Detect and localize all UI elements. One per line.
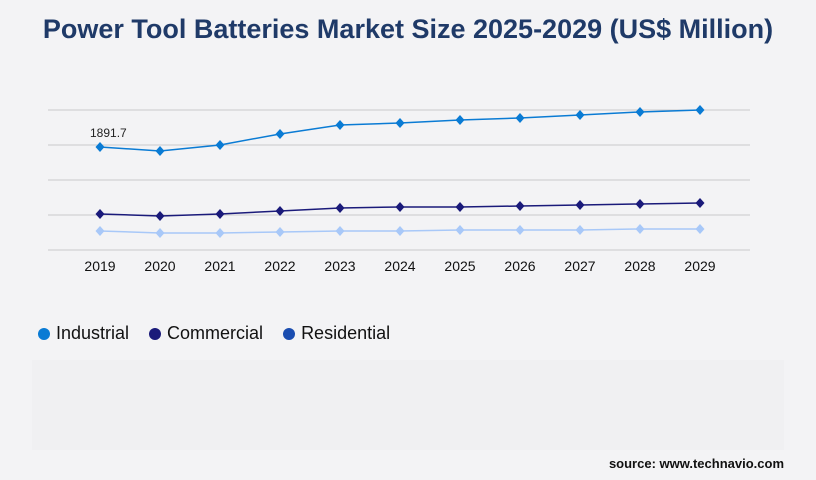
data-point	[395, 117, 405, 128]
data-point	[515, 112, 525, 123]
legend-item-residential: Residential	[283, 323, 390, 344]
data-point	[155, 145, 165, 156]
x-tick-label: 2021	[204, 258, 235, 274]
data-point	[335, 202, 345, 213]
data-point	[635, 106, 645, 117]
data-point	[95, 225, 105, 236]
data-point	[95, 141, 105, 152]
data-point	[635, 223, 645, 234]
background-panel	[32, 360, 784, 450]
data-point	[335, 119, 345, 130]
legend-label: Residential	[301, 323, 391, 343]
data-point	[515, 201, 525, 212]
data-label: 1891.7	[90, 126, 127, 140]
data-point	[575, 225, 585, 236]
data-point	[455, 201, 465, 212]
data-point	[395, 201, 405, 212]
x-tick-label: 2025	[444, 258, 475, 274]
data-point	[215, 228, 225, 239]
x-tick-label: 2022	[264, 258, 295, 274]
data-point	[695, 198, 705, 209]
data-point	[155, 210, 165, 221]
x-tick-label: 2023	[324, 258, 355, 274]
x-tick-label: 2027	[564, 258, 595, 274]
source-text: source: www.technavio.com	[608, 456, 784, 471]
legend-label: Commercial	[167, 323, 264, 343]
data-point	[275, 128, 285, 139]
x-tick-label: 2020	[144, 258, 175, 274]
data-point	[215, 139, 225, 150]
data-point	[695, 223, 705, 234]
legend-marker-icon	[283, 327, 296, 340]
legend-marker-icon	[149, 327, 162, 340]
x-tick-label: 2029	[684, 258, 715, 274]
chart-title: Power Tool Batteries Market Size 2025-20…	[42, 14, 774, 44]
legend-item-commercial: Commercial	[149, 323, 263, 344]
data-point	[575, 199, 585, 210]
data-point	[455, 114, 465, 125]
x-tick-label: 2024	[384, 258, 415, 274]
x-tick-label: 2019	[84, 258, 115, 274]
line-chart: 2019 2020 2021 2022 2023 2024 2025 2026 2027 2028…	[48, 104, 750, 274]
data-point	[215, 209, 225, 220]
data-point	[275, 226, 285, 237]
legend-label: Industrial	[56, 323, 130, 343]
legend-marker-icon	[38, 327, 50, 340]
x-tick-label: 2028	[624, 258, 655, 274]
data-point	[635, 198, 645, 209]
legend: Industrial Commercial Residential	[38, 323, 390, 344]
data-point	[335, 225, 345, 236]
data-point	[515, 225, 525, 236]
data-point	[95, 209, 105, 220]
data-point	[155, 228, 165, 239]
data-point	[575, 109, 585, 120]
legend-item-industrial: Industrial	[38, 323, 129, 344]
data-point	[275, 206, 285, 217]
data-point	[695, 104, 705, 115]
data-point	[455, 225, 465, 236]
x-tick-label: 2026	[504, 258, 535, 274]
data-point	[395, 225, 405, 236]
